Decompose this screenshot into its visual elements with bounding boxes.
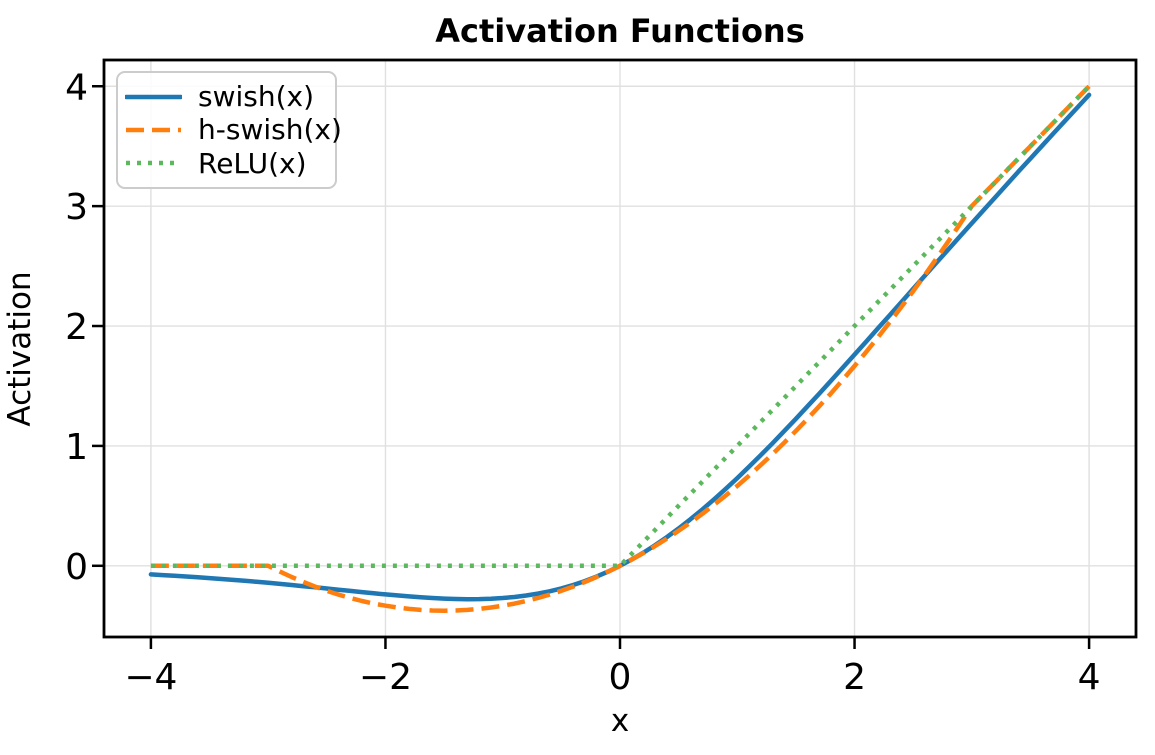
- y-tick-label: 2: [65, 307, 88, 348]
- y-tick-label: 1: [65, 427, 88, 468]
- tick-layer: −4 −2 0 2 4 0 1 2 3 4: [65, 67, 1100, 698]
- series-h-swish-x: [150, 84, 1091, 613]
- legend: swish(x) h-swish(x) ReLU(x): [116, 71, 342, 189]
- legend-item-swish-x: swish(x): [125, 80, 325, 113]
- legend-label: swish(x): [198, 80, 315, 114]
- x-tick-label: 2: [843, 657, 866, 698]
- y-tick-label: 3: [65, 187, 88, 228]
- series-relu-x: [150, 84, 1091, 569]
- x-axis-label: x: [611, 703, 629, 739]
- x-tick-label: −4: [124, 657, 177, 698]
- legend-label: ReLU(x): [198, 146, 307, 180]
- y-axis-label: Activation: [2, 271, 38, 426]
- legend-solid-line-sample: [125, 94, 182, 99]
- chart-title: Activation Functions: [435, 12, 805, 50]
- x-tick-label: 4: [1078, 657, 1101, 698]
- legend-dashed-line-sample: [126, 127, 181, 133]
- x-tick-label: −2: [359, 657, 412, 698]
- y-tick-label: 0: [65, 547, 88, 588]
- legend-item-relu-x: ReLU(x): [125, 147, 325, 180]
- legend-label: h-swish(x): [198, 113, 342, 147]
- x-tick-label: 0: [609, 657, 632, 698]
- legend-item-h-swish-x: h-swish(x): [125, 113, 342, 146]
- y-tick-label: 4: [65, 67, 88, 108]
- series-layer: [148, 84, 1092, 613]
- legend-dotted-line-sample: [126, 161, 181, 166]
